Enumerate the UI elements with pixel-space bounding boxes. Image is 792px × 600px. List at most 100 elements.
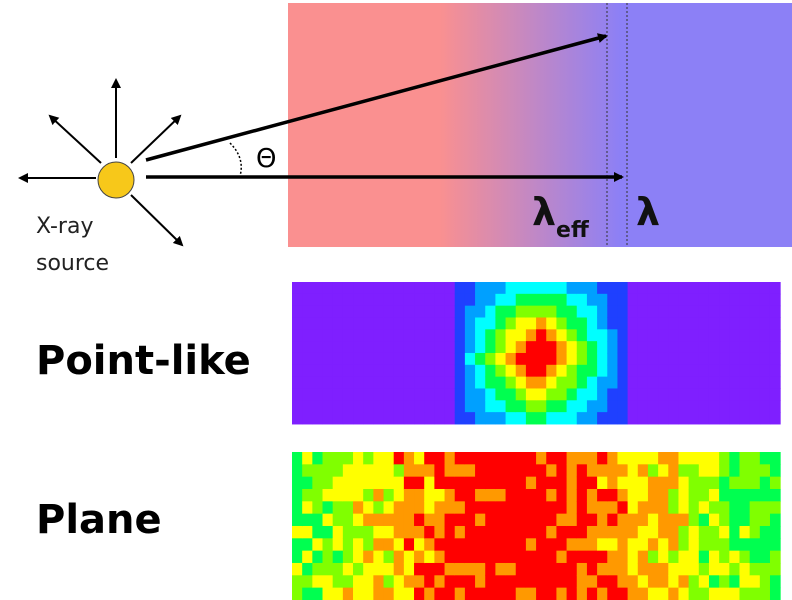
heatmap-cell xyxy=(739,563,750,576)
heatmap-cell xyxy=(363,282,374,294)
heatmap-cell xyxy=(373,489,384,502)
heatmap-cell xyxy=(638,329,649,341)
heatmap-cell xyxy=(709,341,720,353)
heatmap-cell xyxy=(363,294,374,306)
heatmap-cell xyxy=(424,464,435,477)
heatmap-cell xyxy=(445,306,456,318)
heatmap-cell xyxy=(363,551,374,564)
heatmap-cell xyxy=(384,477,395,490)
heatmap-cell xyxy=(455,575,466,588)
heatmap-cell xyxy=(607,538,618,551)
heatmap-cell xyxy=(750,575,761,588)
heatmap-cell xyxy=(648,477,659,490)
heatmap-cell xyxy=(434,538,445,551)
heatmap-cell xyxy=(424,306,435,318)
heatmap-cell xyxy=(689,575,700,588)
heatmap-cell xyxy=(617,464,628,477)
heatmap-cell xyxy=(648,489,659,502)
heatmap-cell xyxy=(424,489,435,502)
heatmap-cell xyxy=(678,365,689,377)
heatmap-cell xyxy=(648,452,659,465)
heatmap-cell xyxy=(384,306,395,318)
heatmap-cell xyxy=(516,341,527,353)
heatmap-cell xyxy=(607,365,618,377)
heatmap-cell xyxy=(434,329,445,341)
heatmap-cell xyxy=(587,551,598,564)
heatmap-cell xyxy=(516,365,527,377)
heatmap-cell xyxy=(394,464,405,477)
heatmap-cell xyxy=(658,400,669,412)
heatmap-cell xyxy=(597,306,608,318)
heatmap-cell xyxy=(689,489,700,502)
heatmap-cell xyxy=(323,563,334,576)
heatmap-cell xyxy=(597,388,608,400)
heatmap-cell xyxy=(384,575,395,588)
heatmap-cell xyxy=(404,282,415,294)
heatmap-cell xyxy=(445,282,456,294)
heatmap-cell xyxy=(526,538,537,551)
heatmap-cell xyxy=(424,400,435,412)
heatmap-cell xyxy=(394,317,405,329)
heatmap-cell xyxy=(556,501,567,514)
heatmap-cell xyxy=(760,282,771,294)
heatmap-cell xyxy=(556,306,567,318)
heatmap-cell xyxy=(638,588,649,600)
heatmap-cell xyxy=(343,538,354,551)
heatmap-cell xyxy=(455,526,466,539)
heatmap-cell xyxy=(597,317,608,329)
heatmap-cell xyxy=(567,377,578,389)
heatmap-cell xyxy=(506,400,517,412)
heatmap-cell xyxy=(628,489,639,502)
heatmap-cell xyxy=(394,400,405,412)
heatmap-cell xyxy=(353,400,364,412)
heatmap-cell xyxy=(536,452,547,465)
heatmap-cell xyxy=(770,538,781,551)
heatmap-cell xyxy=(302,526,313,539)
heatmap-cell xyxy=(567,514,578,527)
heatmap-cell xyxy=(323,306,334,318)
heatmap-cell xyxy=(617,412,628,424)
heatmap-cell xyxy=(312,563,323,576)
heatmap-cell xyxy=(506,353,517,365)
heatmap-cell xyxy=(638,575,649,588)
heatmap-cell xyxy=(455,501,466,514)
heatmap-cell xyxy=(739,341,750,353)
heatmap-cell xyxy=(384,514,395,527)
heatmap-cell xyxy=(363,377,374,389)
heatmap-cell xyxy=(404,353,415,365)
heatmap-cell xyxy=(465,575,476,588)
heatmap-cell xyxy=(475,329,486,341)
heatmap-cell xyxy=(445,526,456,539)
heatmap-cell xyxy=(607,464,618,477)
heatmap-cell xyxy=(495,551,506,564)
heatmap-cell xyxy=(363,563,374,576)
heatmap-cell xyxy=(648,563,659,576)
heatmap-cell xyxy=(445,365,456,377)
heatmap-cell xyxy=(607,514,618,527)
heatmap-cell xyxy=(333,575,344,588)
heatmap-cell xyxy=(719,353,730,365)
heatmap-cell xyxy=(394,452,405,465)
heatmap-cell xyxy=(709,551,720,564)
heatmap-cell xyxy=(597,452,608,465)
heatmap-cell xyxy=(638,501,649,514)
heatmap-cell xyxy=(516,329,527,341)
heatmap-cell xyxy=(587,588,598,600)
heatmap-cell xyxy=(699,282,710,294)
heatmap-cell xyxy=(607,477,618,490)
heatmap-cell xyxy=(455,365,466,377)
heatmap-cell xyxy=(770,514,781,527)
heatmap-cell xyxy=(577,538,588,551)
heatmap-cell xyxy=(475,588,486,600)
heatmap-cell xyxy=(658,501,669,514)
heatmap-cell xyxy=(526,400,537,412)
heatmap-cell xyxy=(455,353,466,365)
heatmap-cell xyxy=(343,514,354,527)
heatmap-cell xyxy=(699,353,710,365)
heatmap-cell xyxy=(373,575,384,588)
heatmap-cell xyxy=(607,588,618,600)
heatmap-cell xyxy=(343,551,354,564)
heatmap-cell xyxy=(394,412,405,424)
heatmap-cell xyxy=(689,353,700,365)
heatmap-cell xyxy=(567,489,578,502)
